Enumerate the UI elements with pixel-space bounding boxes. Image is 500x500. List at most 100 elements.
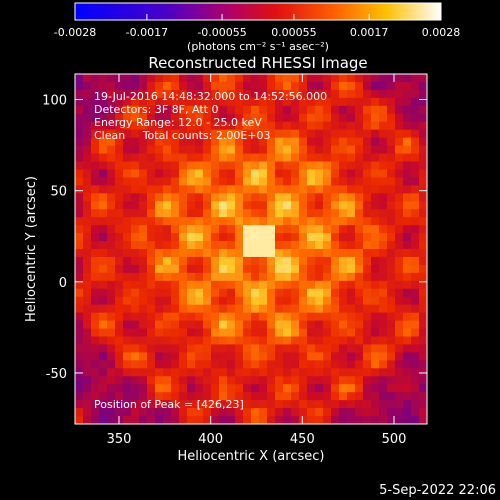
- heatmap-cell: [259, 217, 268, 226]
- heatmap-cell: [331, 296, 340, 306]
- heatmap-cell: [131, 177, 140, 186]
- heatmap-cell: [299, 400, 308, 409]
- heatmap-cell: [195, 161, 204, 171]
- heatmap-cell: [411, 336, 420, 346]
- heatmap-cell: [411, 384, 420, 393]
- heatmap-cell: [99, 193, 108, 202]
- heatmap-cell: [371, 296, 380, 306]
- heatmap-cell: [419, 81, 427, 91]
- heatmap-cell: [91, 177, 100, 186]
- heatmap-cell: [371, 153, 380, 163]
- heatmap-cell: [83, 225, 92, 234]
- heatmap-cell: [195, 304, 204, 314]
- heatmap-cell: [171, 169, 180, 178]
- heatmap-cell: [99, 296, 108, 306]
- heatmap-cell: [339, 225, 348, 234]
- heatmap-cell: [147, 336, 156, 346]
- heatmap-cell: [147, 344, 156, 353]
- heatmap-cell: [83, 360, 92, 369]
- heatmap-cell: [155, 368, 164, 377]
- heatmap-cell: [107, 185, 116, 194]
- colorbar-tick-label: 0.00055: [271, 26, 317, 39]
- heatmap-cell: [123, 129, 132, 139]
- heatmap-cell: [115, 209, 124, 218]
- heatmap-cell: [267, 137, 276, 147]
- x-tick-label: 350: [107, 432, 132, 447]
- heatmap-cell: [315, 256, 324, 266]
- heatmap-cell: [163, 312, 172, 322]
- heatmap-cell: [331, 153, 340, 163]
- heatmap-cell: [307, 161, 316, 171]
- heatmap-cell: [227, 249, 236, 258]
- heatmap-cell: [211, 137, 220, 147]
- heatmap-cell: [203, 81, 212, 91]
- heatmap-cell: [187, 89, 196, 99]
- annotation-method-counts: Clean Total counts: 2.00E+03: [94, 129, 271, 142]
- heatmap-cell: [275, 376, 284, 385]
- heatmap-cell: [307, 352, 316, 361]
- heatmap-cell: [147, 161, 156, 171]
- heatmap-cell: [379, 217, 388, 226]
- heatmap-cell: [275, 352, 284, 361]
- heatmap-cell: [107, 264, 116, 274]
- heatmap-cell: [291, 113, 300, 123]
- heatmap-cell: [115, 352, 124, 361]
- heatmap-cell: [243, 392, 252, 401]
- heatmap-cell: [355, 360, 364, 369]
- heatmap-cell: [155, 177, 164, 186]
- heatmap-cell: [131, 233, 140, 242]
- heatmap-cell: [91, 185, 100, 194]
- heatmap-cell: [91, 368, 100, 377]
- heatmap-cell: [155, 288, 164, 298]
- heatmap-cell: [339, 288, 348, 298]
- heatmap-cell: [371, 249, 380, 258]
- heatmap-cell: [163, 74, 172, 83]
- heatmap-cell: [331, 145, 340, 155]
- heatmap-cell: [107, 81, 116, 91]
- heatmap-cell: [275, 360, 284, 369]
- heatmap-cell: [227, 384, 236, 393]
- heatmap-cell: [187, 288, 196, 298]
- heatmap-cell: [403, 368, 412, 377]
- heatmap-cell: [131, 121, 140, 131]
- heatmap-cell: [283, 217, 292, 226]
- heatmap-cell: [99, 233, 108, 242]
- heatmap-cell: [291, 392, 300, 401]
- heatmap-cell: [115, 161, 124, 171]
- heatmap-cell: [83, 368, 92, 377]
- heatmap-cell: [363, 241, 372, 250]
- heatmap-cell: [211, 105, 220, 115]
- heatmap-cell: [123, 185, 132, 194]
- heatmap-cell: [315, 74, 324, 83]
- heatmap-cell: [155, 296, 164, 306]
- heatmap-cell: [259, 392, 268, 401]
- heatmap-cell: [163, 288, 172, 298]
- heatmap-cell: [379, 360, 388, 369]
- heatmap-cell: [123, 400, 132, 409]
- heatmap-cell: [411, 368, 420, 377]
- heatmap-cell: [419, 249, 427, 258]
- heatmap-cell: [155, 272, 164, 282]
- heatmap-cell: [251, 392, 260, 401]
- heatmap-cell: [235, 416, 244, 424]
- heatmap-cell: [363, 336, 372, 346]
- heatmap-cell: [419, 400, 427, 409]
- heatmap-cell: [411, 264, 420, 274]
- heatmap-cell: [347, 233, 356, 242]
- heatmap-cell: [331, 272, 340, 282]
- heatmap-cell: [323, 392, 332, 401]
- heatmap-cell: [291, 256, 300, 266]
- heatmap-cell: [299, 392, 308, 401]
- heatmap-cell: [419, 264, 427, 274]
- heatmap-cell: [331, 288, 340, 298]
- heatmap-cell: [275, 217, 284, 226]
- heatmap-cell: [163, 384, 172, 393]
- heatmap-cell: [371, 392, 380, 401]
- heatmap-cell: [131, 137, 140, 147]
- heatmap-cell: [339, 129, 348, 139]
- heatmap-cell: [371, 344, 380, 353]
- heatmap-cell: [187, 233, 196, 242]
- heatmap-cell: [107, 233, 116, 242]
- heatmap-cell: [363, 97, 372, 107]
- heatmap-cell: [147, 121, 156, 131]
